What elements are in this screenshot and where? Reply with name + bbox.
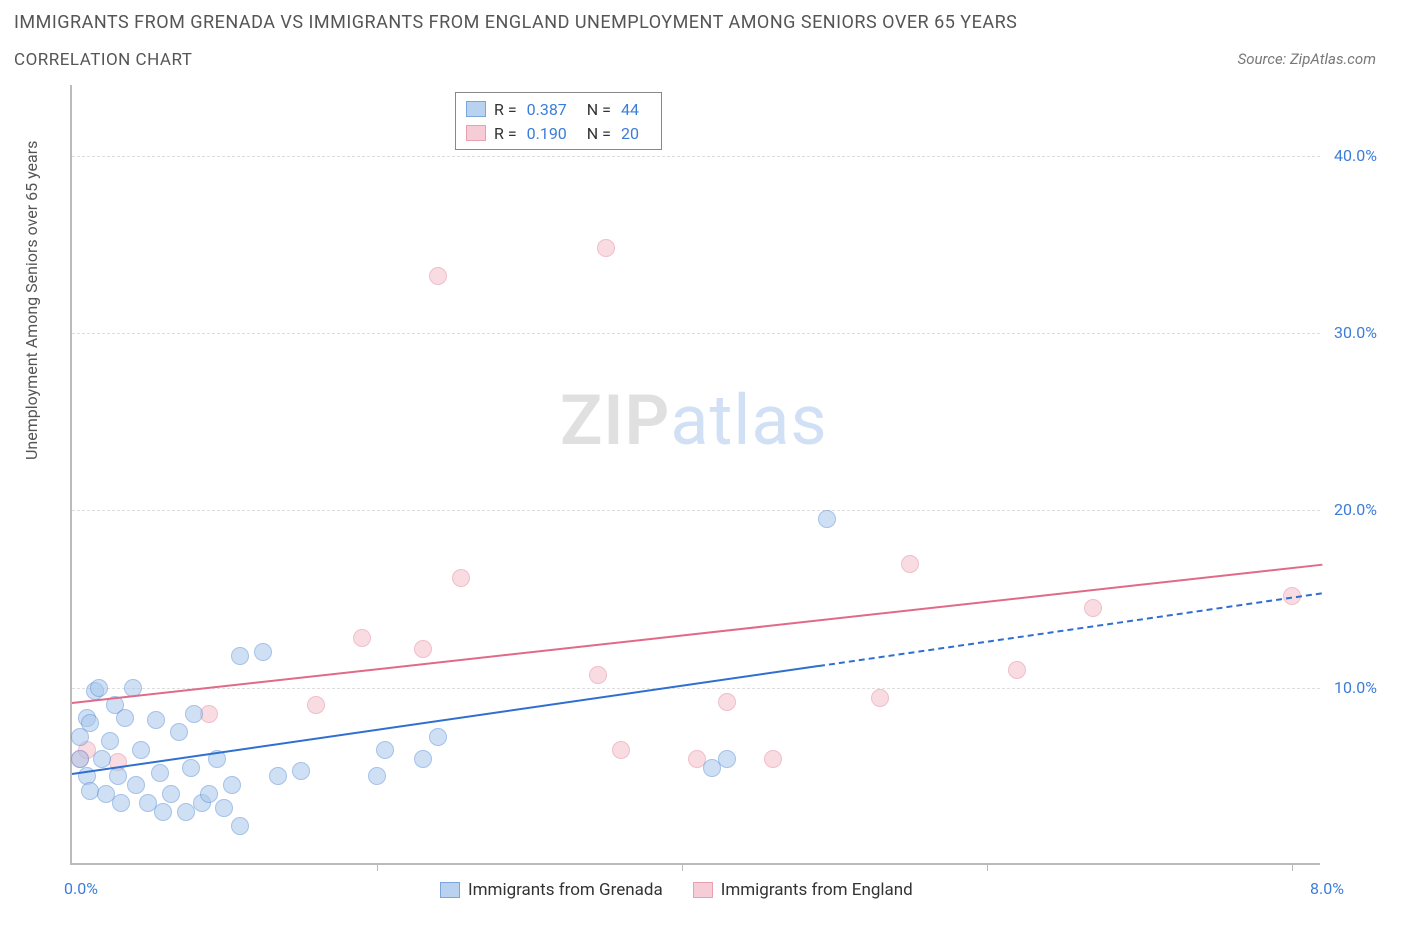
series2-point — [1084, 599, 1102, 617]
series1-point — [147, 711, 165, 729]
correlation-legend: R = 0.387 N = 44 R = 0.190 N = 20 — [455, 92, 662, 150]
series1-point — [368, 767, 386, 785]
series2-point — [1008, 661, 1026, 679]
series1-point — [269, 767, 287, 785]
series2-point — [718, 693, 736, 711]
series1-point — [127, 776, 145, 794]
series2-label: Immigrants from England — [721, 880, 913, 900]
series1-point — [101, 732, 119, 750]
series2-point — [307, 696, 325, 714]
series1-point — [292, 762, 310, 780]
series1-point — [231, 817, 249, 835]
legend-row-series1: R = 0.387 N = 44 — [466, 97, 651, 121]
n-label: N = — [587, 100, 611, 119]
plot-area — [70, 85, 1320, 865]
n-value-series1: 44 — [621, 100, 639, 119]
gridline — [72, 333, 1320, 334]
series2-point — [871, 689, 889, 707]
series1-point — [132, 741, 150, 759]
chart-title-line2: CORRELATION CHART — [14, 50, 192, 70]
series1-point — [90, 679, 108, 697]
series1-point — [170, 723, 188, 741]
series1-point — [182, 759, 200, 777]
r-value-series2: 0.190 — [527, 124, 567, 143]
series1-point — [414, 750, 432, 768]
series2-point — [597, 239, 615, 257]
source-attribution: Source: ZipAtlas.com — [1238, 50, 1376, 68]
series1-point — [376, 741, 394, 759]
series2-point — [353, 629, 371, 647]
series1-point — [81, 714, 99, 732]
series1-point — [223, 776, 241, 794]
swatch-series2 — [466, 125, 486, 141]
series1-label: Immigrants from Grenada — [468, 880, 663, 900]
series-legend: Immigrants from Grenada Immigrants from … — [440, 880, 913, 900]
series1-point — [200, 785, 218, 803]
x-tick — [377, 863, 378, 871]
y-tick-label: 30.0% — [1334, 323, 1377, 342]
series2-point — [901, 555, 919, 573]
gridline — [72, 510, 1320, 511]
n-value-series2: 20 — [621, 124, 639, 143]
swatch-series1 — [466, 101, 486, 117]
swatch-series1 — [440, 882, 460, 898]
gridline — [72, 688, 1320, 689]
y-tick-label: 40.0% — [1334, 146, 1377, 165]
x-tick — [682, 863, 683, 871]
r-label: R = — [494, 100, 517, 119]
series1-point — [112, 794, 130, 812]
series1-point — [429, 728, 447, 746]
legend-row-series2: R = 0.190 N = 20 — [466, 121, 651, 145]
series1-point — [254, 643, 272, 661]
series2-point — [764, 750, 782, 768]
trendline-series1-ext — [819, 592, 1322, 667]
r-value-series1: 0.387 — [527, 100, 567, 119]
legend-item-series2: Immigrants from England — [693, 880, 913, 900]
legend-item-series1: Immigrants from Grenada — [440, 880, 663, 900]
y-tick-label: 10.0% — [1334, 678, 1377, 697]
series1-point — [185, 705, 203, 723]
trendline-series1 — [72, 665, 819, 775]
r-label: R = — [494, 124, 517, 143]
series1-point — [162, 785, 180, 803]
series1-point — [718, 750, 736, 768]
series1-point — [151, 764, 169, 782]
x-max-label: 8.0% — [1310, 879, 1344, 898]
y-tick-label: 20.0% — [1334, 500, 1377, 519]
series1-point — [154, 803, 172, 821]
series2-point — [429, 267, 447, 285]
gridline — [72, 156, 1320, 157]
series1-point — [93, 750, 111, 768]
x-tick — [987, 863, 988, 871]
series1-point — [109, 767, 127, 785]
x-tick — [1292, 863, 1293, 871]
series1-point — [231, 647, 249, 665]
y-axis-label: Unemployment Among Seniors over 65 years — [22, 141, 41, 460]
series1-point — [215, 799, 233, 817]
series2-point — [612, 741, 630, 759]
series2-point — [589, 666, 607, 684]
x-min-label: 0.0% — [64, 879, 98, 898]
series1-point — [818, 510, 836, 528]
n-label: N = — [587, 124, 611, 143]
series1-point — [116, 709, 134, 727]
series2-point — [452, 569, 470, 587]
swatch-series2 — [693, 882, 713, 898]
series1-point — [71, 750, 89, 768]
chart-title-line1: IMMIGRANTS FROM GRENADA VS IMMIGRANTS FR… — [14, 12, 1017, 33]
series2-point — [414, 640, 432, 658]
